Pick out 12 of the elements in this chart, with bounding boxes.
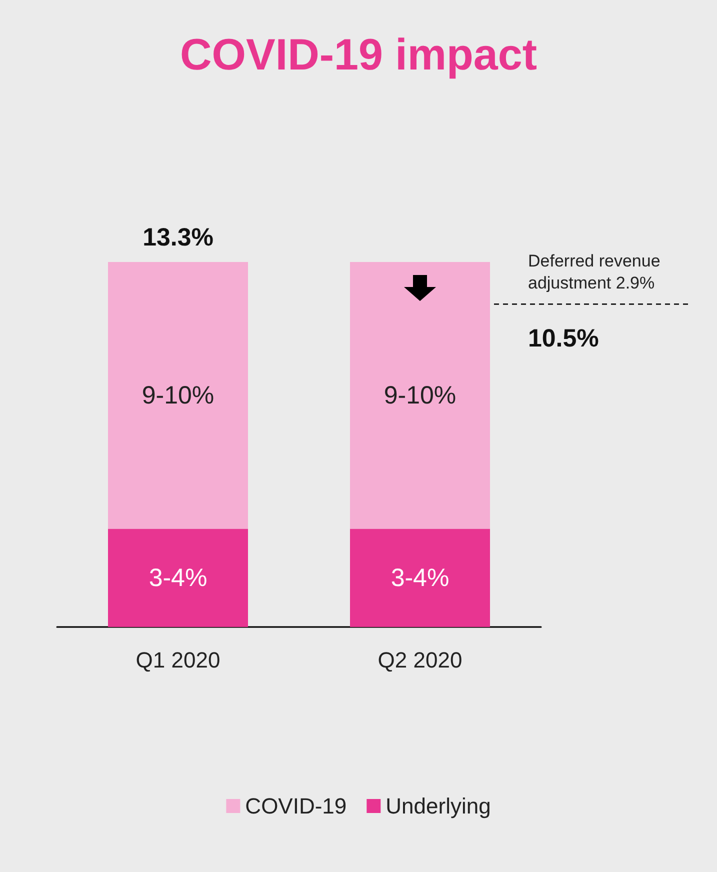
legend-label: COVID-19 (245, 794, 347, 818)
annotation: 10.5% (528, 324, 599, 352)
legend-label: Underlying (386, 794, 491, 818)
x-tick-label: Q1 2020 (136, 648, 220, 672)
x-tick-label: Q2 2020 (378, 648, 462, 672)
data-label: 9-10% (384, 381, 456, 410)
data-label: 3-4% (148, 564, 208, 592)
chart-title: COVID-19 impact (180, 30, 538, 80)
ref-line-label: Deferred revenue adjustment 2.9% (528, 252, 666, 293)
data-label: 3-4% (390, 564, 450, 592)
text: 13.3% (142, 224, 214, 252)
data-label: 9-10% (142, 381, 214, 410)
